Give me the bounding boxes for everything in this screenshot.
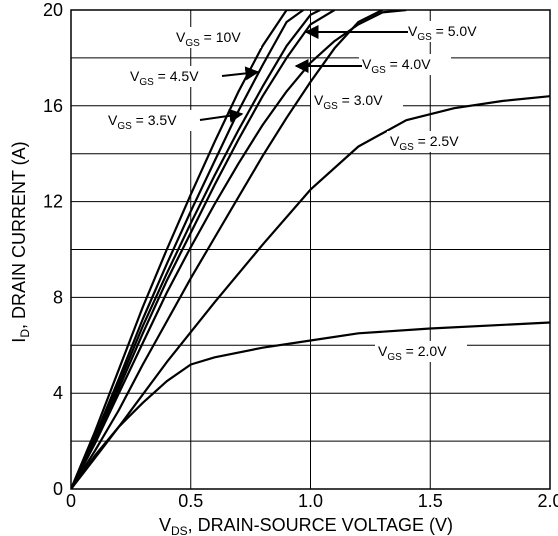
x-tick-label: 1.5 xyxy=(418,491,443,511)
y-tick-label: 20 xyxy=(43,0,63,20)
grid xyxy=(71,10,550,489)
x-axis-title: VDS, DRAIN-SOURCE VOLTAGE (V) xyxy=(159,515,453,536)
series-curve-1 xyxy=(71,10,304,489)
y-tick-label: 16 xyxy=(43,96,63,116)
y-axis-title: ID, DRAIN CURRENT (A) xyxy=(9,141,32,342)
x-tick-label: 2.0 xyxy=(537,491,558,511)
curve-label-background xyxy=(375,341,467,362)
curve-label-background xyxy=(311,90,403,111)
curves xyxy=(71,10,550,489)
curve-label-background xyxy=(105,110,197,131)
curve-label-background xyxy=(173,27,261,48)
series-curve-5 xyxy=(71,10,383,489)
curve-label-0: VGS = 10V xyxy=(176,29,241,49)
curve-label-background xyxy=(387,131,479,152)
curve-label-2: VGS = 4.5V xyxy=(130,68,199,88)
curve-label-7: VGS = 2.0V xyxy=(378,343,447,363)
plot-frame xyxy=(70,9,551,490)
curve-label-background xyxy=(359,54,451,75)
curve-label-background xyxy=(405,21,497,42)
x-tick-label: 1.0 xyxy=(298,491,323,511)
curve-label-4: VGS = 3.5V xyxy=(108,112,177,132)
y-tick-label: 8 xyxy=(53,287,63,307)
curve-label-3: VGS = 4.0V xyxy=(362,56,431,76)
series-curve-7 xyxy=(71,321,550,489)
y-tick-label: 4 xyxy=(53,383,63,403)
series-curve-0 xyxy=(71,10,299,489)
curve-label-background xyxy=(127,66,219,87)
x-tick-label: 0 xyxy=(66,491,76,511)
curve-label-6: VGS = 2.5V xyxy=(390,133,459,153)
series-curve-3 xyxy=(71,10,336,489)
curve-label-1: VGS = 5.0V xyxy=(408,23,477,43)
curve-label-arrow xyxy=(199,108,244,123)
plot-border xyxy=(70,9,551,490)
x-tick-label: 0.5 xyxy=(178,491,203,511)
curve-labels: VGS = 10V VGS = 5.0V VGS = 4.5V VGS = 4.0V V… xyxy=(105,21,497,363)
series-curve-2 xyxy=(71,10,321,489)
curve-label-arrow xyxy=(221,66,260,81)
tick-labels: 0 0.5 1.0 1.5 2.0 0 4 8 12 16 20 xyxy=(43,0,558,511)
y-tick-label: 12 xyxy=(43,192,63,212)
y-tick-label: 0 xyxy=(53,479,63,499)
curve-label-5: VGS = 3.0V xyxy=(314,92,383,112)
